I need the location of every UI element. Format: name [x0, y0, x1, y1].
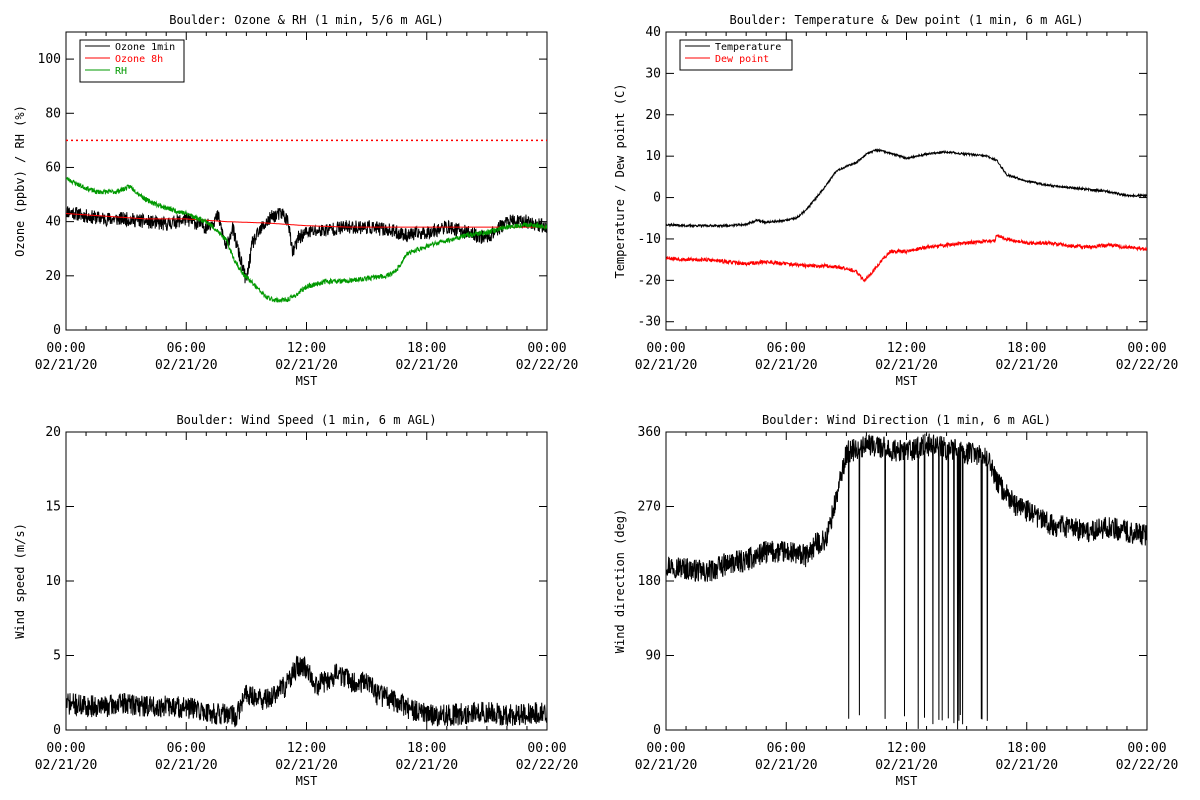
- x-tick-label: 18:00: [1007, 341, 1046, 356]
- y-tick-label: 60: [45, 160, 61, 175]
- y-axis-label: Wind speed (m/s): [13, 523, 27, 639]
- chart-title: Boulder: Wind Direction (1 min, 6 m AGL): [762, 413, 1051, 427]
- x-tick-date: 02/21/20: [755, 758, 818, 773]
- y-tick-label: 180: [638, 574, 661, 589]
- y-tick-label: 30: [645, 66, 661, 81]
- x-tick-date: 02/21/20: [35, 758, 98, 773]
- y-tick-label: 360: [638, 425, 661, 440]
- series-line: [66, 206, 547, 284]
- x-tick-label: 06:00: [767, 341, 806, 356]
- plot-frame: [65, 431, 548, 731]
- x-tick-date: 02/21/20: [755, 358, 818, 373]
- chart-title: Boulder: Wind Speed (1 min, 6 m AGL): [176, 413, 436, 427]
- x-axis-label: MST: [296, 774, 318, 788]
- y-tick-label: 80: [45, 106, 61, 121]
- y-tick-label: 5: [53, 649, 61, 664]
- x-tick-date: 02/22/20: [516, 758, 579, 773]
- legend-item: Dew point: [715, 54, 769, 65]
- x-tick-label: 00:00: [527, 741, 566, 756]
- y-axis-label: Wind direction (deg): [613, 509, 627, 654]
- plot-frame: [665, 31, 1148, 331]
- legend-item: RH: [115, 66, 127, 77]
- legend-item: Ozone 1min: [115, 42, 175, 53]
- x-tick-date: 02/22/20: [516, 358, 579, 373]
- winddir-chart: Boulder: Wind Direction (1 min, 6 m AGL)…: [613, 413, 1178, 788]
- y-tick-label: -30: [638, 315, 661, 330]
- x-tick-date: 02/21/20: [275, 758, 338, 773]
- y-tick-label: 100: [38, 52, 61, 67]
- series-line: [66, 213, 547, 228]
- y-tick-label: 0: [653, 723, 661, 738]
- x-tick-date: 02/21/20: [635, 758, 698, 773]
- y-tick-label: 10: [45, 574, 61, 589]
- series-line: [666, 433, 1147, 730]
- x-tick-label: 18:00: [407, 741, 446, 756]
- y-axis-label: Temperature / Dew point (C): [613, 83, 627, 278]
- y-tick-label: 20: [45, 425, 61, 440]
- x-tick-label: 06:00: [167, 341, 206, 356]
- x-tick-date: 02/21/20: [875, 358, 938, 373]
- x-tick-date: 02/21/20: [875, 758, 938, 773]
- chart-title: Boulder: Ozone & RH (1 min, 5/6 m AGL): [169, 13, 444, 27]
- y-tick-label: 0: [53, 723, 61, 738]
- y-tick-label: 0: [653, 191, 661, 206]
- x-tick-label: 12:00: [287, 341, 326, 356]
- legend-item: Ozone 8h: [115, 54, 163, 65]
- y-tick-label: -20: [638, 273, 661, 288]
- y-tick-label: 15: [45, 500, 61, 515]
- series-line: [666, 147, 1147, 229]
- x-axis-label: MST: [896, 374, 918, 388]
- x-tick-label: 06:00: [767, 741, 806, 756]
- x-tick-label: 12:00: [287, 741, 326, 756]
- legend: [679, 39, 793, 71]
- x-tick-date: 02/21/20: [995, 758, 1058, 773]
- plot-frame: [665, 431, 1148, 731]
- series-line: [66, 176, 547, 304]
- x-tick-label: 00:00: [1127, 341, 1166, 356]
- x-tick-date: 02/21/20: [275, 358, 338, 373]
- series-line: [66, 655, 547, 728]
- ozone-chart: Boulder: Ozone & RH (1 min, 5/6 m AGL) Oz…: [13, 13, 578, 388]
- y-tick-label: 0: [53, 323, 61, 338]
- windspeed-chart: Boulder: Wind Speed (1 min, 6 m AGL) Wind…: [13, 413, 578, 788]
- x-tick-date: 02/21/20: [35, 358, 98, 373]
- x-axis-label: MST: [296, 374, 318, 388]
- x-tick-label: 00:00: [527, 341, 566, 356]
- x-tick-label: 00:00: [46, 341, 85, 356]
- y-tick-label: -10: [638, 232, 661, 247]
- series-line: [666, 234, 1147, 283]
- legend-item: Temperature: [715, 42, 781, 53]
- chart-title: Boulder: Temperature & Dew point (1 min,…: [729, 13, 1083, 27]
- x-tick-date: 02/21/20: [155, 758, 218, 773]
- x-tick-label: 00:00: [646, 341, 685, 356]
- x-tick-date: 02/21/20: [395, 358, 458, 373]
- x-tick-label: 00:00: [46, 741, 85, 756]
- x-tick-label: 06:00: [167, 741, 206, 756]
- x-tick-date: 02/21/20: [395, 758, 458, 773]
- temperature-chart: Boulder: Temperature & Dew point (1 min,…: [613, 13, 1178, 388]
- x-tick-label: 00:00: [1127, 741, 1166, 756]
- legend: [79, 39, 185, 83]
- x-tick-date: 02/22/20: [1116, 358, 1179, 373]
- x-tick-label: 12:00: [887, 741, 926, 756]
- x-tick-date: 02/21/20: [635, 358, 698, 373]
- y-tick-label: 20: [45, 269, 61, 284]
- x-tick-label: 18:00: [407, 341, 446, 356]
- y-tick-label: 10: [645, 149, 661, 164]
- x-tick-date: 02/21/20: [995, 358, 1058, 373]
- x-axis-label: MST: [896, 774, 918, 788]
- x-tick-label: 00:00: [646, 741, 685, 756]
- y-tick-label: 20: [645, 108, 661, 123]
- y-tick-label: 40: [45, 215, 61, 230]
- y-tick-label: 270: [638, 500, 661, 515]
- y-tick-label: 40: [645, 25, 661, 40]
- x-tick-date: 02/21/20: [155, 358, 218, 373]
- x-tick-label: 12:00: [887, 341, 926, 356]
- y-axis-label: Ozone (ppbv) / RH (%): [13, 105, 27, 257]
- x-tick-label: 18:00: [1007, 741, 1046, 756]
- x-tick-date: 02/22/20: [1116, 758, 1179, 773]
- y-tick-label: 90: [645, 649, 661, 664]
